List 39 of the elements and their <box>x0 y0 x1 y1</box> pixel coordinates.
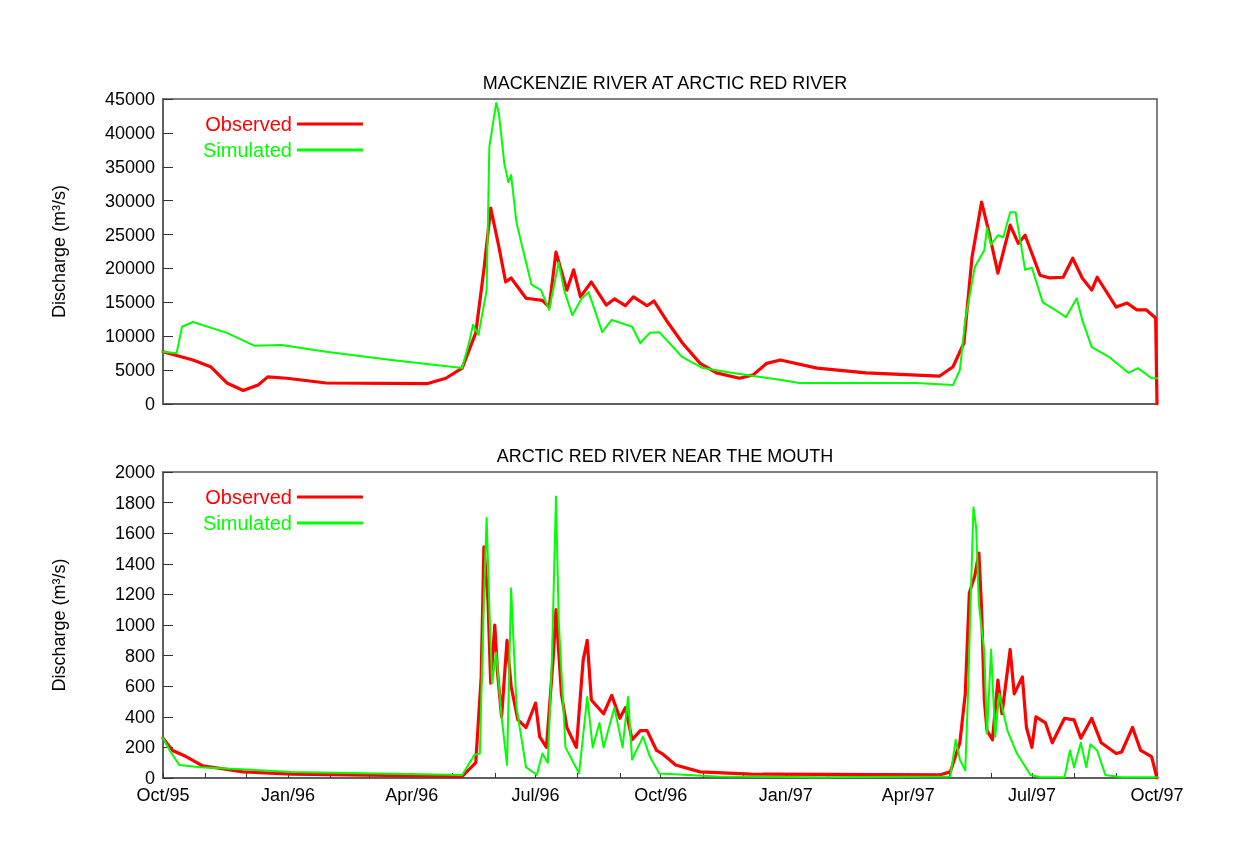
y-tick-label: 1000 <box>114 615 155 635</box>
y-tick-label: 1600 <box>114 523 155 544</box>
y-tick-label: 30000 <box>104 190 155 211</box>
y-tick-label: 0 <box>144 768 155 788</box>
x-tick-label: Apr/97 <box>881 785 935 805</box>
x-tick-label: Jan/97 <box>758 785 813 805</box>
y-tick-label: 600 <box>124 676 155 697</box>
y-axis-title: Discharge (m³/s) <box>49 184 69 319</box>
x-tick-label: Oct/97 <box>1130 785 1184 805</box>
y-tick-label: 10000 <box>104 326 155 347</box>
y-tick-label: 45000 <box>104 89 155 109</box>
x-tick-label: Jan/96 <box>261 785 316 805</box>
y-tick-label: 800 <box>124 645 155 666</box>
y-tick-label: 1200 <box>114 584 155 605</box>
x-tick-label: Oct/96 <box>634 785 688 805</box>
y-tick-label: 35000 <box>104 156 155 177</box>
legend-label: Observed <box>205 486 292 508</box>
y-tick-label: 1800 <box>114 492 155 513</box>
x-tick-label: Apr/96 <box>385 785 439 805</box>
y-tick-label: 40000 <box>104 122 155 143</box>
y-tick-label: 20000 <box>104 258 155 279</box>
legend-label: Simulated <box>203 139 292 161</box>
x-tick-label: Jul/97 <box>1007 785 1056 805</box>
y-tick-label: 200 <box>124 737 155 758</box>
x-tick-label: Oct/95 <box>136 785 190 805</box>
x-tick-label: Jul/96 <box>511 785 560 805</box>
legend-label: Simulated <box>203 512 292 534</box>
y-tick-label: 400 <box>124 706 155 727</box>
line-series <box>162 102 1158 387</box>
chart-title: MACKENZIE RIVER AT ARCTIC RED RIVER <box>482 73 848 93</box>
y-tick-label: 25000 <box>104 224 155 245</box>
y-tick-label: 5000 <box>114 360 155 381</box>
y-tick-label: 1400 <box>114 553 155 574</box>
y-tick-label: 15000 <box>104 292 155 313</box>
y-axis-title: Discharge (m³/s) <box>49 558 69 692</box>
chart-title: ARCTIC RED RIVER NEAR THE MOUTH <box>496 446 834 466</box>
legend-label: Observed <box>205 113 292 135</box>
y-tick-label: 2000 <box>114 462 155 482</box>
y-tick-label: 0 <box>144 394 155 414</box>
